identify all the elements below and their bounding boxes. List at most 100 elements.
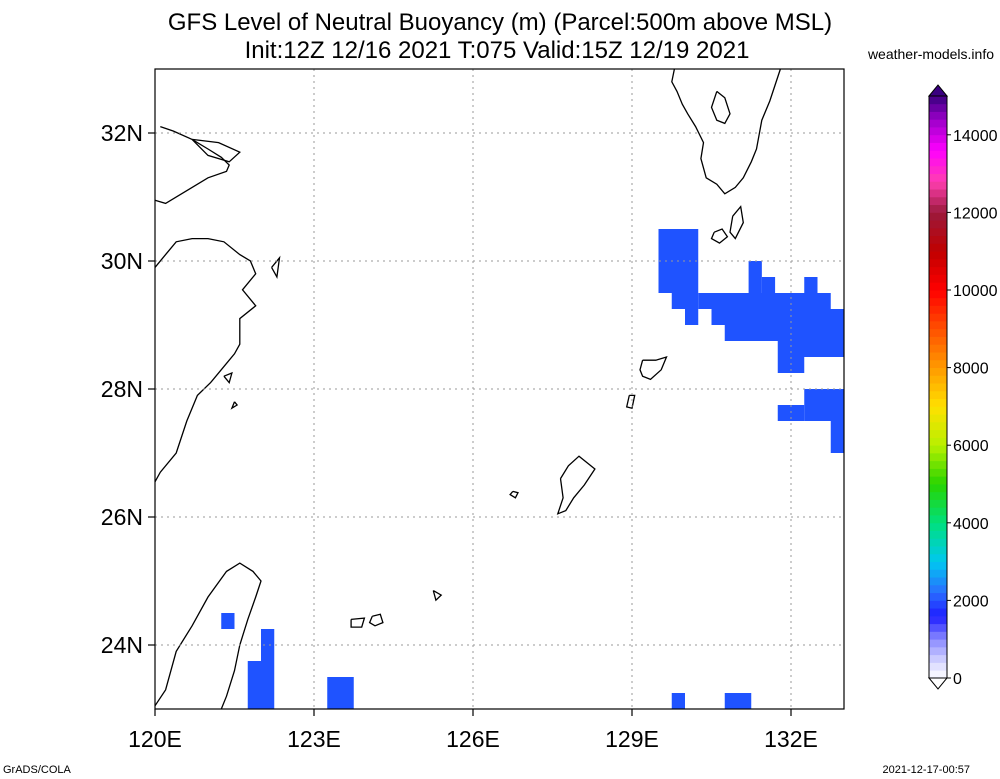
colorbar-segment [929, 111, 947, 120]
colorbar-segment [929, 561, 947, 570]
colorbar-segment [929, 631, 947, 640]
colorbar-tick-label: 4000 [953, 516, 989, 533]
lon-tick-label: 120E [128, 726, 182, 752]
colorbar-segment [929, 499, 947, 508]
colorbar-segment [929, 220, 947, 229]
buoyancy-cell [777, 341, 844, 357]
colorbar-segment [929, 608, 947, 617]
colorbar-segment [929, 142, 947, 151]
colorbar-segments [928, 95, 948, 679]
colorbar-segment [929, 321, 947, 330]
colorbar-segment [929, 235, 947, 244]
colorbar-segment [929, 522, 947, 531]
coastline [154, 125, 230, 205]
colorbar-segment [929, 173, 947, 182]
colorbar-segment [929, 103, 947, 112]
coastline [271, 255, 281, 280]
buoyancy-cell [327, 677, 354, 709]
colorbar-segment [929, 491, 947, 500]
colorbar-segment [929, 437, 947, 446]
colorbar-segment [929, 553, 947, 562]
colorbar-segment [929, 383, 947, 392]
coastline [350, 617, 366, 628]
footer-software: GrADS/COLA [3, 764, 72, 776]
map-title-line-2: Init:12Z 12/16 2021 T:075 Valid:15Z 12/1… [245, 37, 750, 64]
colorbar-segment [929, 251, 947, 260]
colorbar-segment [929, 328, 947, 337]
colorbar-segment [929, 445, 947, 454]
colorbar-segment [929, 421, 947, 431]
colorbar-segment [929, 452, 947, 462]
colorbar-bottom-triangle [927, 677, 949, 690]
colorbar-segment [929, 290, 947, 299]
colorbar-segment [929, 460, 947, 469]
lat-tick-label: 30N [101, 248, 143, 274]
colorbar-top-triangle [927, 84, 949, 97]
buoyancy-cell [671, 693, 685, 709]
colorbar-tick-label: 0 [953, 671, 962, 688]
lon-tick-label: 123E [287, 726, 341, 752]
colorbar-segment [929, 546, 947, 555]
map-title-line-1: GFS Level of Neutral Buoyancy (m) (Parce… [168, 9, 832, 36]
lon-tick-label: 129E [605, 726, 659, 752]
colorbar-segment [929, 646, 947, 656]
colorbar-segment [929, 406, 947, 415]
colorbar-segment [929, 662, 947, 671]
buoyancy-cell [711, 309, 844, 325]
buoyancy-cell [685, 309, 699, 325]
colorbar-segment [929, 165, 947, 174]
colorbar-segment [929, 600, 947, 609]
colorbar-segment [929, 592, 947, 601]
buoyancy-cell [247, 661, 261, 709]
coastline [230, 401, 239, 410]
lat-tick-label: 32N [101, 120, 143, 146]
colorbar-tick-label: 10000 [953, 283, 998, 300]
lat-tick-label: 28N [101, 376, 143, 402]
coastline [154, 562, 262, 710]
colorbar-segment [929, 615, 947, 625]
coastline [223, 371, 233, 384]
buoyancy-cell [221, 613, 235, 629]
coastline [625, 394, 636, 409]
coastline [509, 490, 519, 499]
colorbar-segment [929, 204, 947, 213]
coastline [639, 355, 668, 381]
coastlines [154, 68, 782, 710]
buoyancy-cell [261, 629, 275, 709]
colorbar-tick-label: 8000 [953, 361, 989, 378]
colorbar-segment [929, 484, 947, 493]
colorbar-tick-label: 14000 [953, 128, 998, 145]
coastline [671, 68, 782, 195]
colorbar-tick-label: 6000 [953, 438, 989, 455]
colorbar-segment [929, 538, 947, 547]
colorbar-tick-label: 2000 [953, 593, 989, 610]
colorbar-segment [929, 119, 947, 128]
colorbar-segment [929, 429, 947, 438]
buoyancy-cell [698, 293, 831, 309]
coastline [710, 228, 729, 244]
coastline [368, 613, 384, 627]
colorbar-segment [929, 577, 947, 586]
colorbar-segment [929, 476, 947, 485]
colorbar-segment [929, 227, 947, 237]
coastline [710, 90, 731, 125]
colorbar-segment [929, 127, 947, 136]
lat-lon-grid [154, 69, 844, 709]
coastline [556, 455, 596, 515]
colorbar-segment [929, 468, 947, 477]
coastline [729, 205, 744, 240]
lon-tick-label: 132E [764, 726, 818, 752]
lon-tick-label: 126E [446, 726, 500, 752]
axis-ticks: 120E 123E 126E 129E 132E 24N 26N 28N 30N 32N [101, 120, 818, 752]
colorbar-segment [929, 359, 947, 368]
colorbar-segment [929, 569, 947, 578]
colorbar-segment [929, 375, 947, 384]
colorbar-segment [929, 336, 947, 345]
colorbar-segment [929, 344, 947, 353]
colorbar-segment [929, 243, 947, 252]
coastline [154, 237, 257, 483]
colorbar-segment [929, 352, 947, 361]
colorbar-segment [929, 584, 947, 594]
buoyancy-cell [804, 389, 844, 421]
